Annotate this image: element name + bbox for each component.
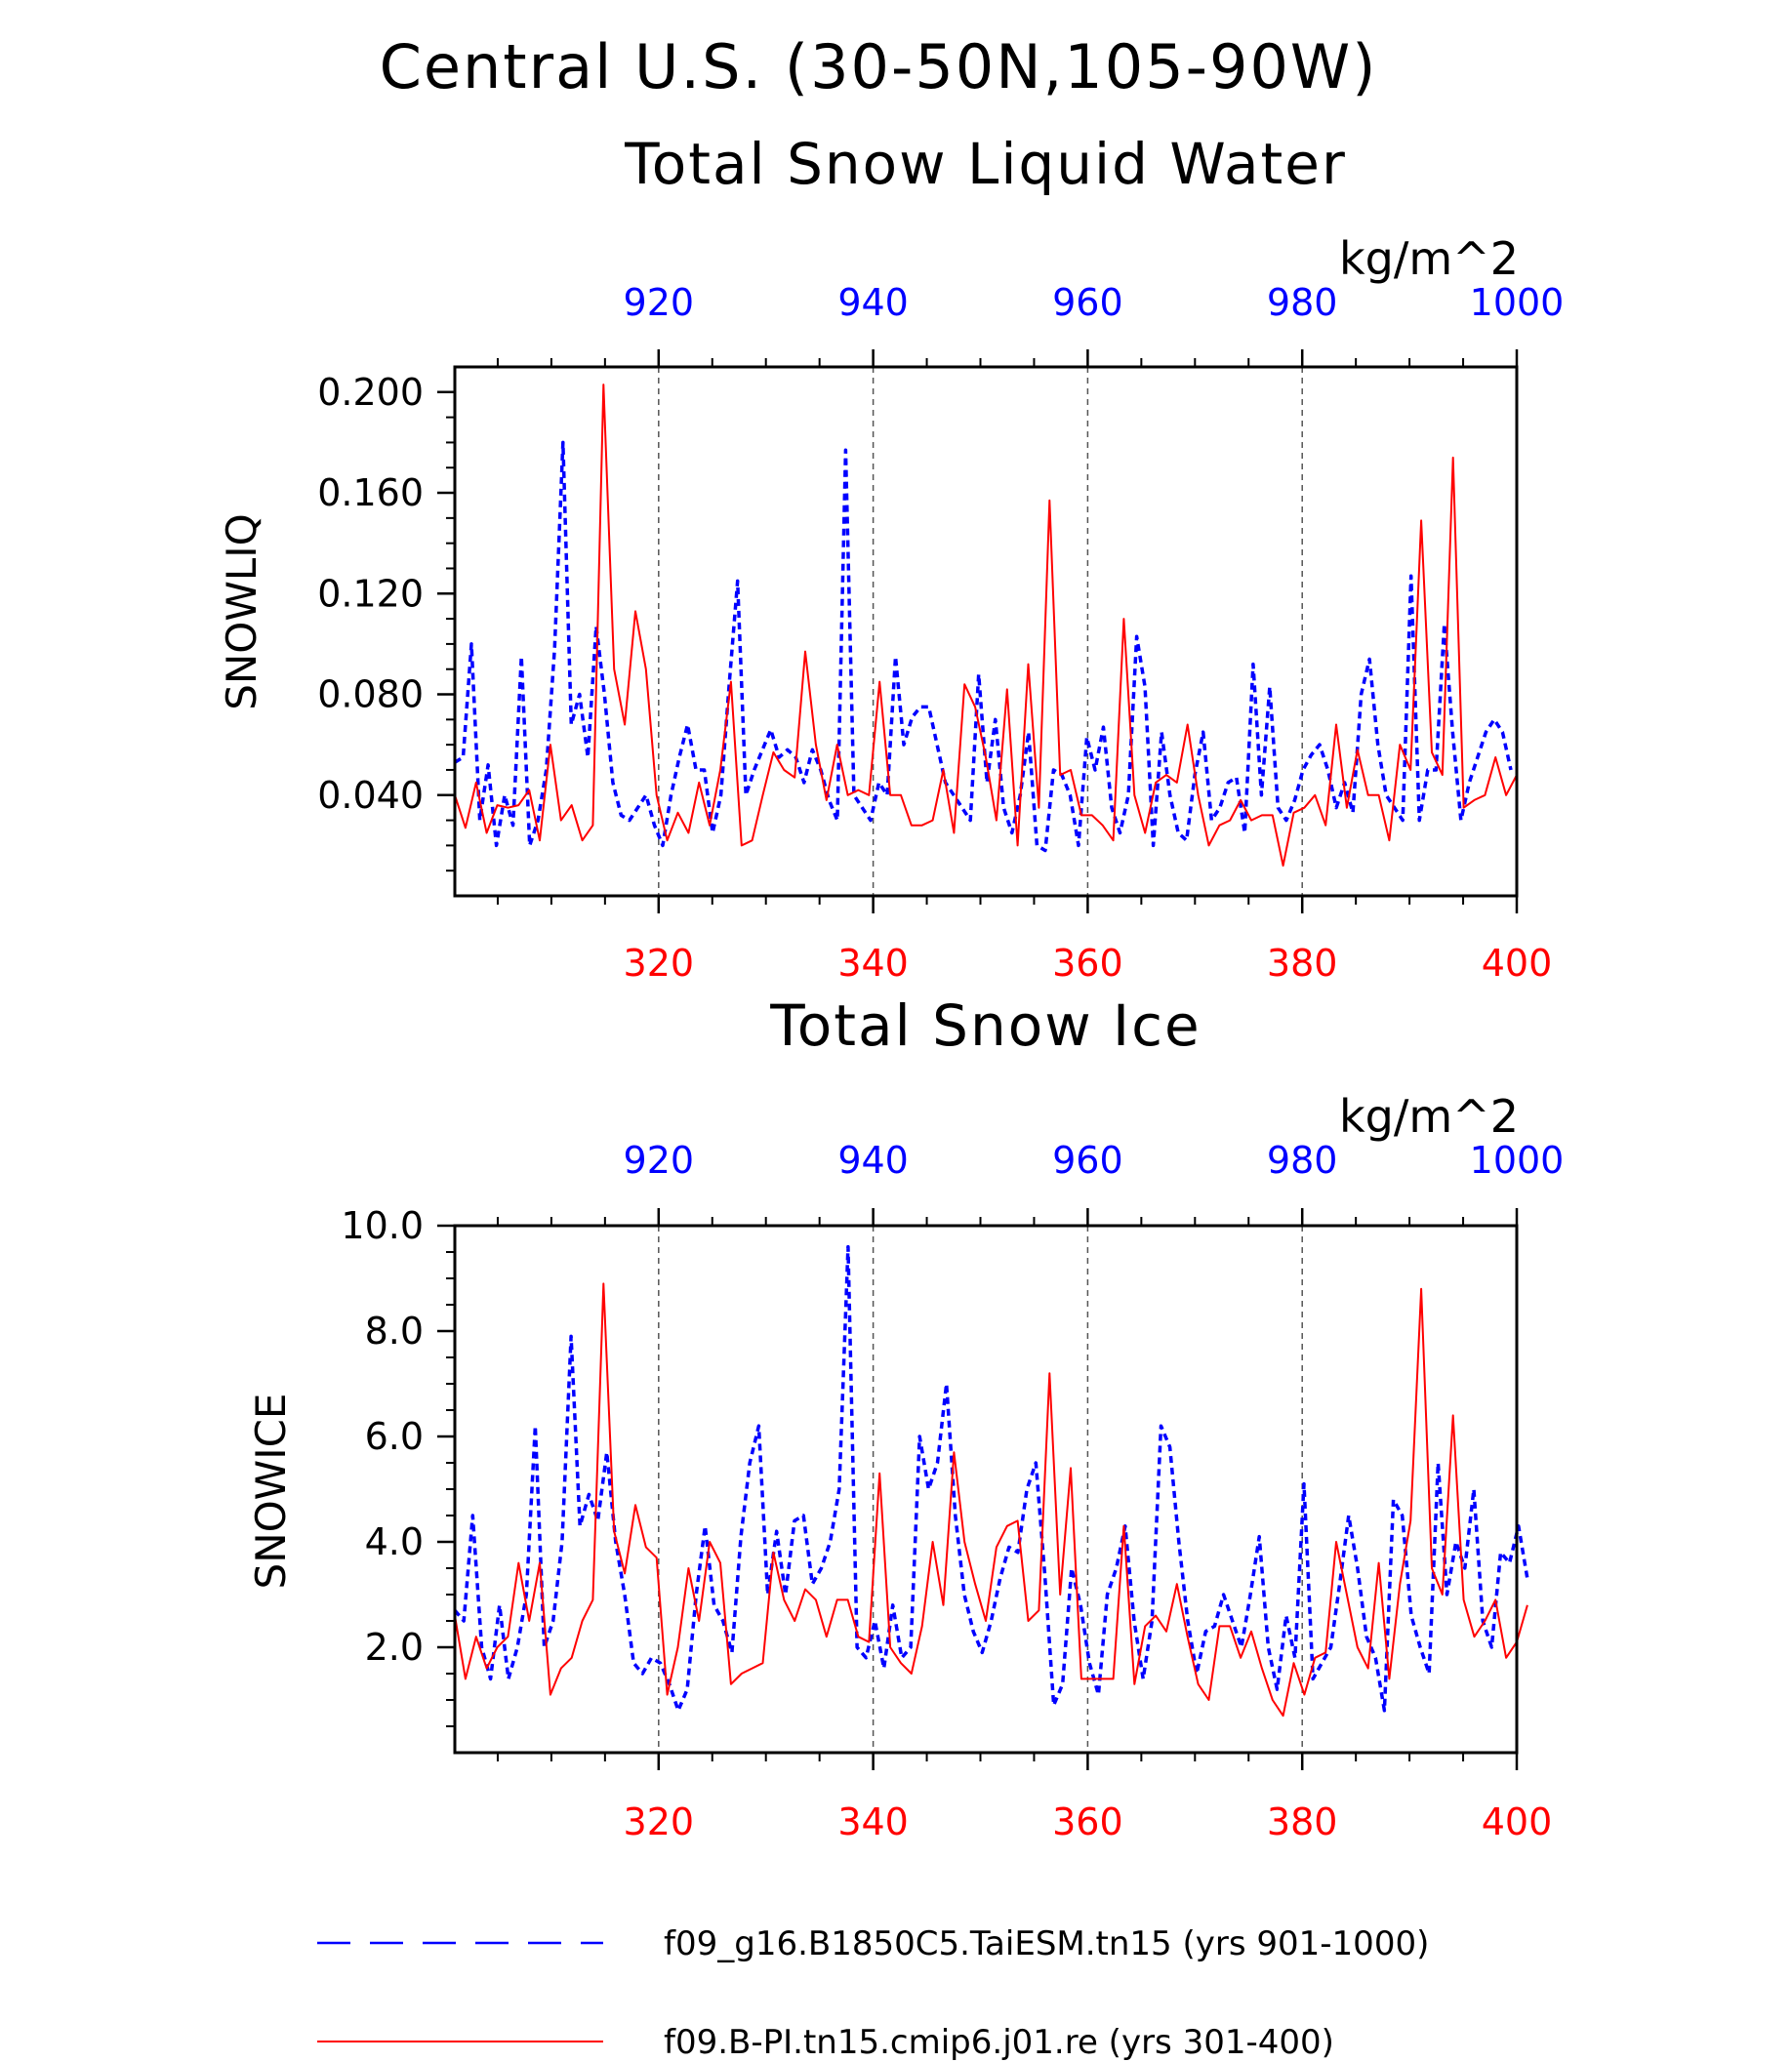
plot-frame bbox=[453, 365, 1519, 898]
x-tick-label-top: 1000 bbox=[1470, 281, 1565, 324]
y-tick-label: 8.0 bbox=[365, 1310, 424, 1353]
y-tick-label: 0.040 bbox=[317, 774, 424, 817]
x-tick-label-bottom: 340 bbox=[837, 1800, 909, 1843]
legend: f09_g16.B1850C5.TaiESM.tn15 (yrs 901-100… bbox=[317, 1924, 1429, 2062]
x-tick-label-top: 940 bbox=[837, 1139, 909, 1182]
y-tick-label: 0.160 bbox=[317, 471, 424, 514]
panel-snowliq: Total Snow Liquid Water kg/m^2 320 340 360 38… bbox=[218, 131, 1564, 985]
x-tick-label-top: 960 bbox=[1052, 1139, 1123, 1182]
x-tick-label-bottom: 380 bbox=[1267, 1800, 1338, 1843]
y-axis-label: SNOWICE bbox=[247, 1394, 295, 1590]
units-label: kg/m^2 bbox=[1339, 232, 1519, 285]
y-tick-label: 4.0 bbox=[365, 1520, 424, 1563]
y-tick-label: 0.080 bbox=[317, 673, 424, 716]
x-tick-label-bottom: 380 bbox=[1267, 942, 1338, 985]
main-title: Central U.S. (30-50N,105-90W) bbox=[380, 31, 1378, 102]
x-tick-label-top: 940 bbox=[837, 281, 909, 324]
units-label: kg/m^2 bbox=[1339, 1090, 1519, 1143]
legend-label-taiesm: f09_g16.B1850C5.TaiESM.tn15 (yrs 901-100… bbox=[664, 1924, 1429, 1963]
plot-frame bbox=[453, 1224, 1519, 1755]
x-tick-label-bottom: 320 bbox=[624, 1800, 695, 1843]
series-line-bpi bbox=[454, 1282, 1528, 1718]
x-tick-label-top: 980 bbox=[1267, 1139, 1338, 1182]
y-tick-label: 0.200 bbox=[317, 371, 424, 414]
x-tick-label-top: 960 bbox=[1052, 281, 1123, 324]
series-line-taiesm bbox=[453, 1244, 1529, 1713]
series-line-bpi bbox=[454, 384, 1518, 867]
x-tick-label-top: 1000 bbox=[1470, 1139, 1565, 1182]
y-tick-label: 6.0 bbox=[365, 1415, 424, 1458]
x-tick-label-bottom: 360 bbox=[1052, 942, 1123, 985]
x-tick-label-top: 920 bbox=[624, 1139, 695, 1182]
y-tick-label: 2.0 bbox=[365, 1626, 424, 1669]
x-tick-label-bottom: 400 bbox=[1482, 1800, 1553, 1843]
x-tick-label-top: 980 bbox=[1267, 281, 1338, 324]
y-axis-label: SNOWLIQ bbox=[218, 513, 265, 710]
x-tick-label-top: 920 bbox=[624, 281, 695, 324]
x-tick-label-bottom: 340 bbox=[837, 942, 909, 985]
x-tick-label-bottom: 320 bbox=[624, 942, 695, 985]
panel-subtitle: Total Snow Ice bbox=[769, 992, 1201, 1059]
y-tick-label: 10.0 bbox=[341, 1204, 424, 1247]
x-tick-label-bottom: 360 bbox=[1052, 1800, 1123, 1843]
x-tick-label-bottom: 400 bbox=[1482, 942, 1553, 985]
legend-label-bpi: f09.B-PI.tn15.cmip6.j01.re (yrs 301-400) bbox=[664, 2023, 1334, 2062]
y-tick-label: 0.120 bbox=[317, 572, 424, 615]
panel-subtitle: Total Snow Liquid Water bbox=[624, 131, 1347, 197]
series-line-taiesm bbox=[454, 440, 1513, 853]
panel-snowice: Total Snow Ice kg/m^2 320 340 360 380 400 920 94… bbox=[247, 992, 1564, 1843]
